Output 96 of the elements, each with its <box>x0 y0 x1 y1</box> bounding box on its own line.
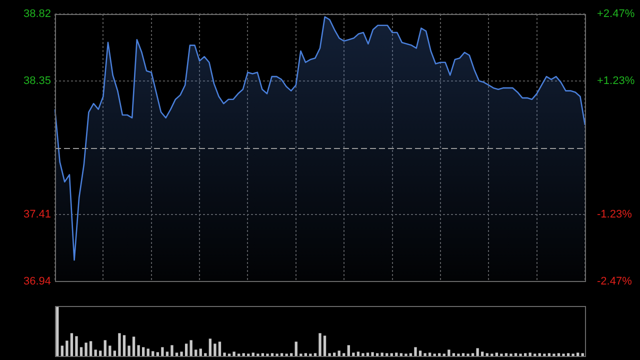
bar <box>113 350 116 356</box>
bar <box>528 352 532 356</box>
bar <box>184 344 188 356</box>
bar <box>371 352 374 356</box>
bar <box>170 345 174 356</box>
bar <box>199 348 202 356</box>
bar <box>342 353 346 356</box>
bar <box>566 353 570 356</box>
y2-tick-label: +2.47% <box>597 8 635 20</box>
bar <box>352 352 355 356</box>
bar <box>557 353 560 356</box>
bar <box>332 352 336 356</box>
bar <box>252 352 254 356</box>
bar <box>132 336 136 356</box>
bar <box>75 336 78 356</box>
y2-tick-label: -1.23% <box>597 208 632 220</box>
bar <box>146 348 150 356</box>
bar <box>294 342 298 356</box>
bar <box>223 352 226 356</box>
bar <box>524 353 527 356</box>
bar <box>261 353 264 356</box>
bar <box>290 353 293 356</box>
bar <box>280 353 284 356</box>
bar <box>504 353 508 356</box>
bar <box>94 350 97 356</box>
y-tick-label: 38.82 <box>23 8 51 20</box>
bar <box>66 340 68 356</box>
bar <box>366 352 370 356</box>
bar <box>362 353 364 356</box>
bar <box>142 347 145 356</box>
bar <box>338 350 340 356</box>
bar <box>89 341 92 356</box>
bar <box>56 306 59 356</box>
bar <box>194 350 198 356</box>
bar <box>380 352 384 356</box>
bar <box>538 353 541 356</box>
bar <box>270 353 274 356</box>
bar <box>481 352 484 356</box>
bar <box>175 352 178 356</box>
bar <box>99 350 102 356</box>
bar <box>218 342 222 356</box>
bar <box>214 344 216 356</box>
bar <box>386 353 388 356</box>
y2-tick-label: +1.23% <box>597 75 635 88</box>
y2-tick-label: -2.47% <box>597 275 632 288</box>
bar <box>448 350 450 356</box>
bar <box>409 353 412 356</box>
bar <box>304 353 308 356</box>
bar <box>208 338 212 356</box>
bar <box>576 352 580 356</box>
bar <box>118 333 121 356</box>
bar <box>80 347 83 356</box>
bar <box>161 347 164 356</box>
bar <box>418 350 422 356</box>
bar <box>514 353 518 356</box>
bar <box>438 353 441 356</box>
y-tick-label: 37.41 <box>23 208 51 221</box>
bar <box>232 352 236 356</box>
bar <box>166 352 169 356</box>
bar <box>60 346 64 356</box>
bar <box>128 346 130 356</box>
bar <box>242 353 245 356</box>
y-tick-label: 36.94 <box>23 275 51 288</box>
bar <box>548 353 551 356</box>
bar <box>428 352 432 356</box>
bar <box>190 340 192 356</box>
bar <box>395 352 398 356</box>
bar <box>476 348 479 356</box>
bar <box>323 336 326 356</box>
bar <box>104 340 106 356</box>
bar <box>180 352 183 356</box>
bar <box>462 353 465 356</box>
bar <box>152 351 154 356</box>
bar <box>471 353 474 356</box>
bar <box>318 333 322 356</box>
bar <box>486 353 488 356</box>
bar <box>495 352 498 356</box>
bar <box>376 353 379 356</box>
bar <box>204 353 207 356</box>
bar <box>156 352 159 356</box>
y-tick-label: 38.35 <box>23 74 51 87</box>
bar <box>356 352 360 356</box>
bar <box>400 353 402 356</box>
bar <box>108 346 112 356</box>
bar <box>452 353 456 356</box>
bar <box>84 342 88 356</box>
bar <box>328 353 331 356</box>
bar <box>137 345 140 356</box>
bar <box>390 353 393 356</box>
bar <box>581 353 584 356</box>
bar <box>314 353 317 356</box>
bar <box>424 353 426 356</box>
bar <box>122 335 126 356</box>
bar <box>70 333 74 356</box>
bar <box>414 347 417 356</box>
bar <box>347 345 350 356</box>
